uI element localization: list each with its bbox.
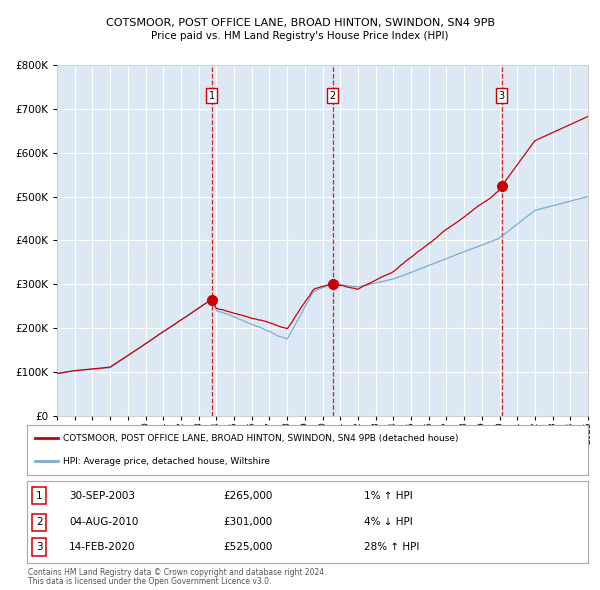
Text: Price paid vs. HM Land Registry's House Price Index (HPI): Price paid vs. HM Land Registry's House … [151,31,449,41]
Text: 4% ↓ HPI: 4% ↓ HPI [364,517,412,527]
Text: 28% ↑ HPI: 28% ↑ HPI [364,542,419,552]
Text: 1: 1 [209,91,215,101]
Text: 1% ↑ HPI: 1% ↑ HPI [364,491,412,501]
Text: 2: 2 [36,517,43,527]
Text: 2: 2 [329,91,336,101]
Text: Contains HM Land Registry data © Crown copyright and database right 2024.: Contains HM Land Registry data © Crown c… [28,568,326,576]
Text: £525,000: £525,000 [223,542,273,552]
Text: 3: 3 [499,91,505,101]
Text: £301,000: £301,000 [223,517,272,527]
Text: 04-AUG-2010: 04-AUG-2010 [69,517,139,527]
Text: 3: 3 [36,542,43,552]
Text: HPI: Average price, detached house, Wiltshire: HPI: Average price, detached house, Wilt… [64,457,271,466]
Text: This data is licensed under the Open Government Licence v3.0.: This data is licensed under the Open Gov… [28,577,272,586]
Text: 30-SEP-2003: 30-SEP-2003 [69,491,135,501]
Text: 14-FEB-2020: 14-FEB-2020 [69,542,136,552]
Text: 1: 1 [36,491,43,501]
Text: £265,000: £265,000 [223,491,273,501]
Text: COTSMOOR, POST OFFICE LANE, BROAD HINTON, SWINDON, SN4 9PB (detached house): COTSMOOR, POST OFFICE LANE, BROAD HINTON… [64,434,459,443]
Text: COTSMOOR, POST OFFICE LANE, BROAD HINTON, SWINDON, SN4 9PB: COTSMOOR, POST OFFICE LANE, BROAD HINTON… [106,18,494,28]
